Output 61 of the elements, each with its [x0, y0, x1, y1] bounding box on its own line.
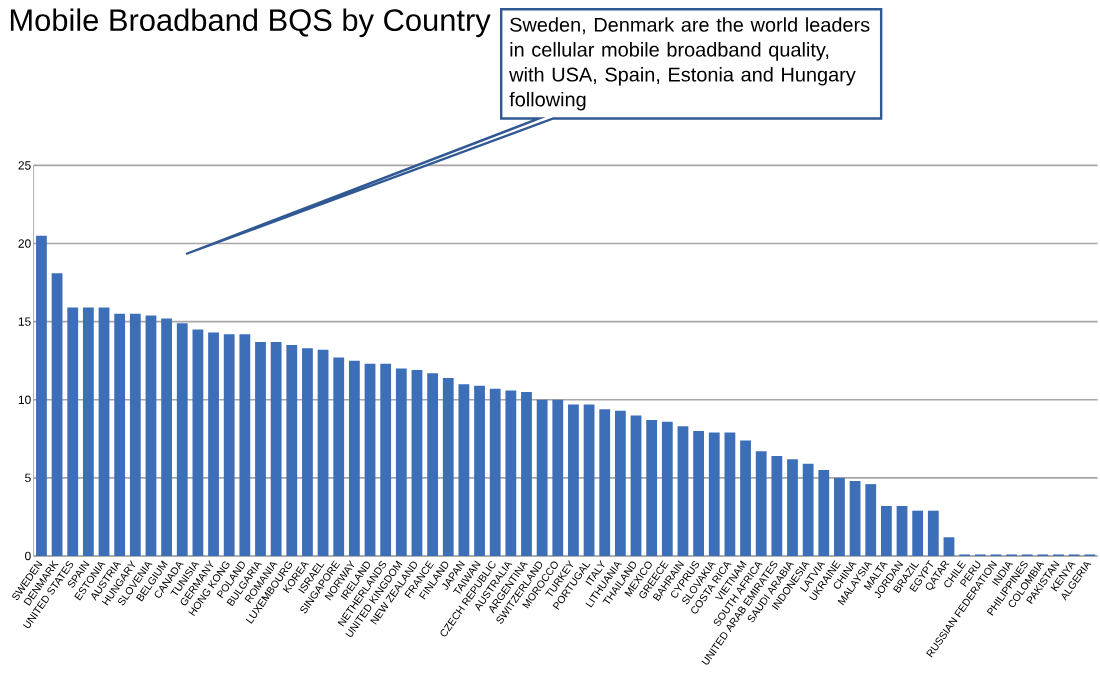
bar: [192, 329, 204, 556]
bar: [114, 313, 126, 556]
bar: [51, 273, 63, 556]
bar: [411, 370, 423, 556]
bar: [474, 385, 485, 556]
bar: [880, 506, 892, 556]
bar: [129, 313, 141, 556]
chart-title: Mobile Broadband BQS by Country: [10, 8, 491, 38]
bar: [427, 373, 439, 556]
bar: [849, 481, 861, 556]
bar: [724, 432, 736, 556]
bar: [802, 463, 814, 556]
bar: [317, 349, 329, 556]
bar: [489, 388, 501, 556]
bar: [82, 307, 94, 556]
bar: [302, 348, 313, 556]
bar: [943, 537, 955, 556]
bar: [740, 440, 751, 556]
bar: [834, 477, 845, 556]
bar: [333, 357, 345, 556]
bar: [661, 421, 673, 556]
bar: [568, 404, 579, 556]
bar: [223, 334, 235, 556]
bar: [208, 332, 219, 556]
bar: [380, 363, 392, 556]
bar: [599, 409, 611, 556]
bar: [896, 506, 908, 556]
bar: [552, 399, 564, 556]
bar: [458, 384, 470, 556]
bar: [270, 341, 282, 556]
bar: [927, 510, 939, 556]
text: Sweden, Denmark are the world leaders in cellular mobile broadband quality, with USA, Spain, Estonia and Hungary following: [509, 17, 870, 111]
bar: [693, 431, 705, 556]
bar: [145, 315, 157, 556]
bar: [818, 470, 830, 556]
bar: [708, 432, 720, 556]
bar: [912, 510, 924, 556]
bar: [176, 323, 188, 556]
bar: [255, 341, 266, 556]
bar: [36, 235, 47, 556]
bar: [755, 451, 767, 556]
bar: [67, 307, 79, 556]
bar: [348, 360, 360, 556]
bar: [787, 459, 798, 556]
bar: [286, 345, 298, 556]
bar: [771, 456, 783, 556]
bar: [161, 318, 173, 556]
bar: [583, 404, 595, 556]
bar: [521, 391, 532, 556]
bar: [677, 426, 689, 556]
bar: [536, 399, 548, 556]
bar: [239, 334, 251, 556]
bar: [865, 484, 877, 556]
bar: [614, 410, 626, 556]
bar: [505, 390, 517, 556]
bar: [442, 377, 454, 556]
bar: [98, 307, 110, 556]
bar: [630, 415, 642, 556]
bar: [395, 368, 407, 556]
bar: [646, 420, 658, 556]
bar: [364, 363, 376, 556]
